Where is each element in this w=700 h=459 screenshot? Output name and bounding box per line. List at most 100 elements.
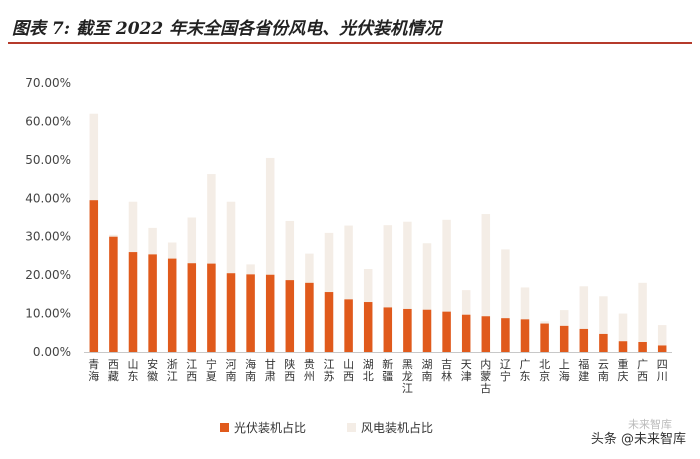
watermark: 头条 @未来智库 xyxy=(590,432,686,447)
solar-bar xyxy=(442,311,451,352)
solar-bar xyxy=(599,333,608,352)
legend-label-solar: 光伏装机占比 xyxy=(234,420,306,435)
wind-bar xyxy=(265,157,275,352)
solar-bar xyxy=(520,319,530,352)
x-tick-label-char: 四 xyxy=(657,358,668,371)
x-tick-label-char: 林 xyxy=(441,369,452,383)
y-tick-label: 30.00% xyxy=(25,230,71,244)
wind-bar xyxy=(618,313,628,352)
wind-bar xyxy=(383,225,393,352)
solar-bar xyxy=(540,323,549,352)
x-tick-label-char: 徽 xyxy=(147,369,158,383)
solar-bar xyxy=(461,314,471,352)
x-tick-label-char: 浙 xyxy=(167,358,178,371)
x-tick-label-char: 古 xyxy=(480,382,491,395)
y-tick-label: 50.00% xyxy=(25,153,71,167)
solar-bar xyxy=(422,309,432,352)
solar-bar xyxy=(148,254,157,352)
x-tick-label-char: 山 xyxy=(343,358,354,371)
solar-bar xyxy=(246,274,255,352)
solar-bar xyxy=(324,292,334,352)
x-tick-label-char: 南 xyxy=(226,370,237,383)
y-tick-label: 20.00% xyxy=(25,268,71,282)
x-tick-label-char: 广 xyxy=(637,358,648,371)
title-bar: 图表 7: 截至 2022 年末全国各省份风电、光伏装机情况 xyxy=(8,8,692,44)
wind-bar xyxy=(442,219,451,352)
x-tick-label-char: 南 xyxy=(598,370,609,383)
legend-swatch-wind xyxy=(347,423,356,432)
legend-label-wind: 风电装机占比 xyxy=(361,420,433,435)
wind-bar xyxy=(638,282,647,352)
x-tick-label-char: 川 xyxy=(657,370,668,383)
solar-bar xyxy=(363,302,373,352)
x-tick-label-char: 海 xyxy=(245,357,256,371)
x-tick-label-char: 陕 xyxy=(284,357,295,371)
wind-bar xyxy=(403,221,412,352)
solar-bar xyxy=(89,200,99,352)
x-tick-label-char: 青 xyxy=(88,358,99,371)
x-tick-label-char: 海 xyxy=(559,369,570,383)
x-tick-label-char: 州 xyxy=(304,370,315,383)
x-tick-label-char: 西 xyxy=(343,370,354,383)
x-tick-label-char: 海 xyxy=(88,369,99,383)
chart-title: 图表 7: 截至 2022 年末全国各省份风电、光伏装机情况 xyxy=(12,19,442,39)
x-tick-label-char: 东 xyxy=(128,370,139,383)
x-tick-label-char: 江 xyxy=(186,358,197,371)
solar-bar xyxy=(187,263,197,352)
x-tick-label-char: 甘 xyxy=(265,358,276,371)
y-tick-label: 70.00% xyxy=(25,76,71,90)
wind-bar xyxy=(579,286,589,352)
x-tick-label-char: 福 xyxy=(578,357,589,371)
solar-bar xyxy=(128,252,138,352)
x-tick-label-char: 京 xyxy=(539,369,550,383)
x-tick-label-char: 吉 xyxy=(441,358,452,371)
x-tick-label-char: 内 xyxy=(480,357,491,371)
x-tick-label-char: 云 xyxy=(598,358,609,371)
y-tick-label: 40.00% xyxy=(25,191,71,205)
x-tick-label-char: 蒙 xyxy=(480,370,491,383)
x-tick-label-char: 苏 xyxy=(324,370,335,383)
wind-bar xyxy=(657,325,667,352)
solar-bar xyxy=(305,282,314,352)
solar-bar xyxy=(383,307,393,352)
x-tick-label-char: 夏 xyxy=(206,370,217,383)
legend-swatch-solar xyxy=(220,423,229,432)
solar-bar xyxy=(618,341,628,352)
x-tick-label-char: 新 xyxy=(382,357,393,371)
x-tick-label-char: 肃 xyxy=(265,370,276,383)
solar-bar xyxy=(657,345,667,352)
solar-bar xyxy=(501,318,510,352)
x-tick-label-char: 宁 xyxy=(500,369,511,383)
x-tick-label-char: 疆 xyxy=(382,370,393,383)
solar-bar xyxy=(285,280,295,352)
x-tick-label-char: 宁 xyxy=(206,357,217,371)
solar-bar xyxy=(226,273,236,352)
wind-bar xyxy=(481,214,491,352)
y-tick-label: 10.00% xyxy=(25,307,71,321)
wind-bar xyxy=(422,243,432,352)
x-tick-label-char: 西 xyxy=(108,358,119,371)
x-tick-label-char: 辽 xyxy=(500,358,511,371)
x-tick-label-char: 贵 xyxy=(304,358,315,371)
wind-bar xyxy=(501,249,510,352)
x-tick-label-char: 江 xyxy=(324,358,335,371)
x-tick-label-char: 重 xyxy=(618,357,629,371)
solar-bar xyxy=(403,308,412,352)
x-tick-label-char: 藏 xyxy=(108,370,119,383)
solar-bar xyxy=(109,236,118,352)
x-tick-label-char: 江 xyxy=(167,370,178,383)
watermark-secondary: 未来智库 xyxy=(628,418,672,431)
wind-bar xyxy=(599,296,608,352)
x-tick-label-char: 湖 xyxy=(363,358,374,371)
x-tick-label-char: 西 xyxy=(186,370,197,383)
x-tick-label-char: 南 xyxy=(422,370,433,383)
y-tick-label: 0.00% xyxy=(33,345,71,359)
x-tick-label-char: 湖 xyxy=(422,358,433,371)
x-tick-label-char: 山 xyxy=(128,358,139,371)
x-tick-label-char: 西 xyxy=(284,370,295,383)
x-tick-label-char: 黑 xyxy=(402,358,413,371)
wind-bar xyxy=(207,174,216,352)
x-tick-label-char: 庆 xyxy=(618,369,629,383)
x-tick-label-char: 西 xyxy=(637,370,648,383)
